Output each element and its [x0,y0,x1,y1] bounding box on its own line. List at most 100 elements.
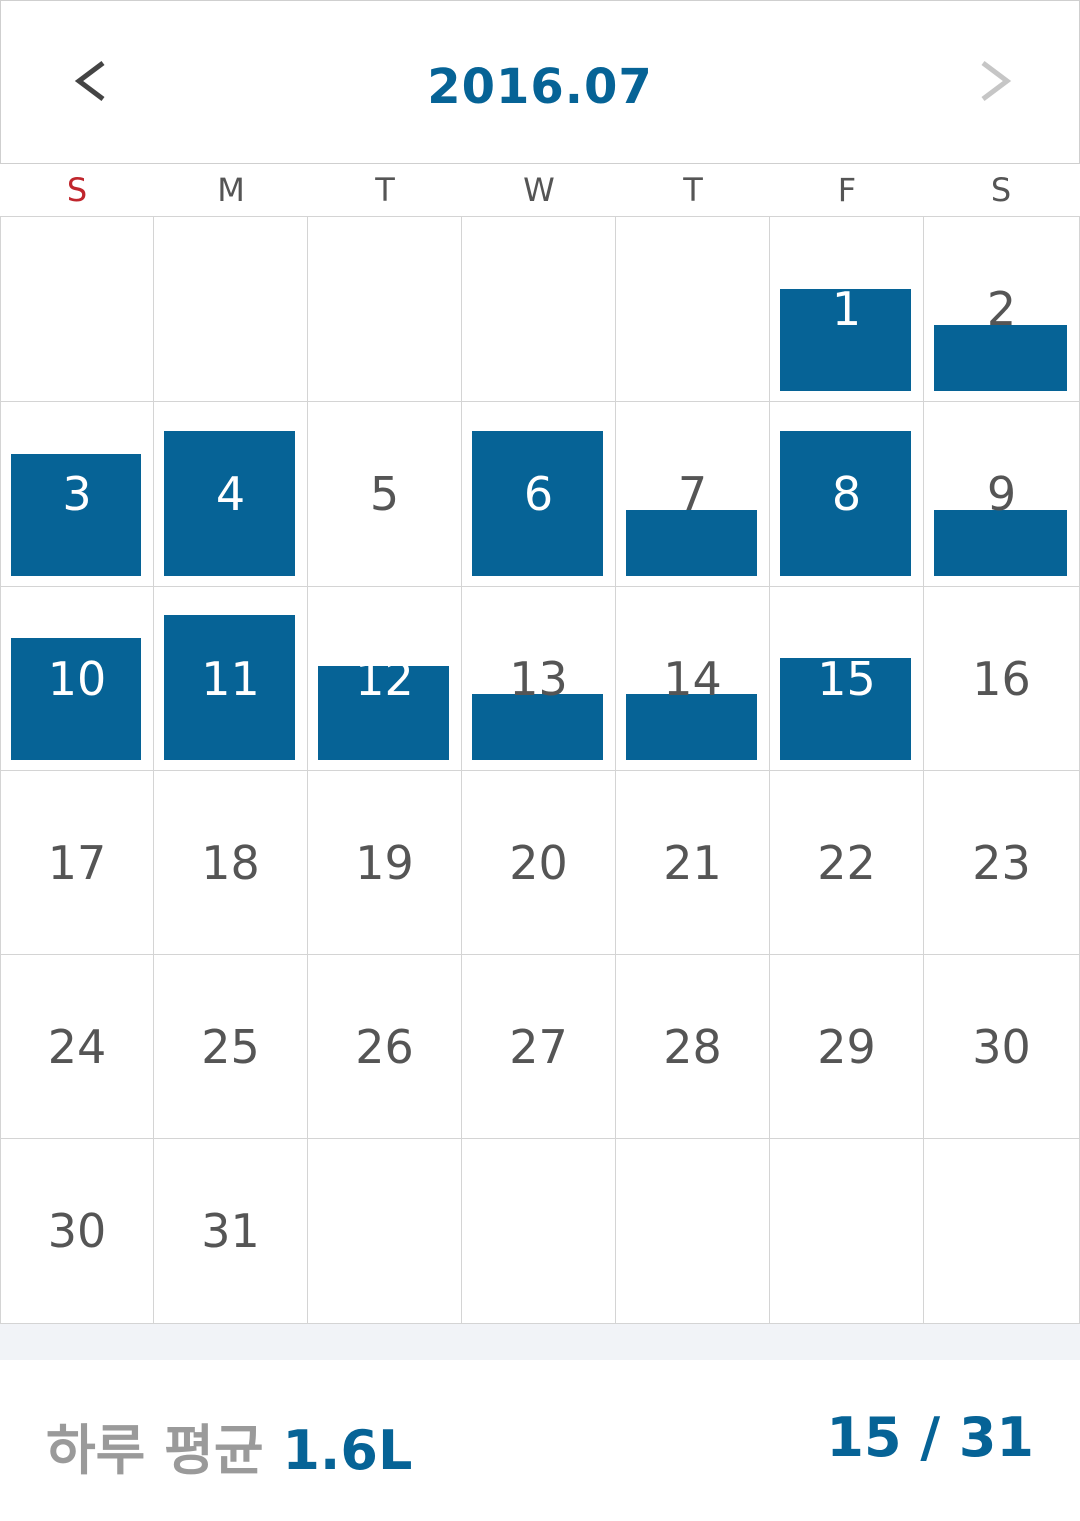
day-number: 2 [986,282,1017,336]
calendar-day-cell[interactable]: 24 [0,954,154,1138]
calendar-empty-cell [308,216,462,401]
intake-level-bar [472,431,603,576]
calendar-empty-cell [770,1138,924,1324]
day-number: 27 [509,1019,568,1074]
calendar-day-cell[interactable]: 26 [308,954,462,1138]
daily-average: 하루 평균 1.6L [46,1406,412,1485]
day-number: 26 [355,1019,414,1074]
calendar-day-cell[interactable]: 4 [154,401,308,586]
weekday-monday: M [217,171,245,209]
daily-average-label: 하루 평균 [46,1419,264,1482]
calendar-day-cell[interactable]: 5 [308,401,462,586]
day-number: 1 [831,282,862,336]
calendar-grid: 1 2 3 4 5 6 7 8 9 10 11 12 13 14 15 16 17 18 19 20 21 22 23 24 2… [0,216,1080,1324]
calendar-day-cell[interactable]: 10 [0,586,154,770]
calendar-day-cell[interactable]: 6 [462,401,616,586]
intake-level-bar [11,638,141,760]
day-number: 23 [972,835,1031,890]
prev-month-button[interactable] [51,41,131,121]
day-number: 5 [369,467,400,521]
day-number: 11 [201,651,260,706]
calendar-day-cell[interactable]: 22 [770,770,924,954]
intake-level-bar [934,510,1067,576]
intake-level-bar [780,658,911,760]
calendar-empty-cell [0,216,154,401]
calendar-day-cell[interactable]: 21 [616,770,770,954]
calendar-day-cell[interactable]: 23 [924,770,1080,954]
calendar-day-cell[interactable]: 8 [770,401,924,586]
calendar-empty-cell [462,1138,616,1324]
calendar-day-cell[interactable]: 30 [924,954,1080,1138]
day-number: 21 [663,835,722,890]
intake-level-bar [164,615,295,760]
calendar-day-cell[interactable]: 18 [154,770,308,954]
day-number: 7 [677,467,708,521]
weekday-wednesday: W [523,171,555,209]
calendar-day-cell[interactable]: 7 [616,401,770,586]
intake-level-bar [472,694,603,760]
day-number: 31 [201,1204,260,1258]
calendar-day-cell[interactable]: 9 [924,401,1080,586]
day-number: 25 [201,1019,260,1074]
daily-average-value: 1.6L [282,1419,413,1482]
day-number: 28 [663,1019,722,1074]
calendar-day-cell[interactable]: 2 [924,216,1080,401]
calendar-day-cell[interactable]: 13 [462,586,616,770]
summary-bar: 하루 평균 1.6L 15 / 31 [0,1360,1080,1521]
calendar-day-cell[interactable]: 12 [308,586,462,770]
weekday-tuesday: T [375,171,395,209]
intake-level-bar [626,694,757,760]
calendar-day-cell[interactable]: 20 [462,770,616,954]
calendar-day-cell[interactable]: 28 [616,954,770,1138]
calendar-day-cell[interactable]: 16 [924,586,1080,770]
calendar-day-cell[interactable]: 30 [0,1138,154,1324]
calendar-empty-cell [462,216,616,401]
days-progress: 15 / 31 [826,1406,1034,1469]
calendar-day-cell[interactable]: 29 [770,954,924,1138]
next-month-button[interactable] [955,41,1035,121]
day-number: 24 [47,1019,107,1074]
day-number: 8 [831,467,862,521]
day-number: 13 [509,651,568,706]
calendar-header: 2016.07 [0,0,1080,164]
day-number: 3 [62,467,92,521]
weekday-saturday: S [990,171,1012,209]
day-number: 30 [972,1019,1031,1074]
calendar-empty-cell [308,1138,462,1324]
day-number: 9 [986,467,1017,521]
calendar-day-cell[interactable]: 11 [154,586,308,770]
calendar-day-cell[interactable]: 17 [0,770,154,954]
intake-level-bar [934,325,1067,391]
calendar-day-cell[interactable]: 25 [154,954,308,1138]
weekday-friday: F [837,171,857,209]
chevron-right-icon [981,61,1012,101]
day-number: 29 [817,1019,876,1074]
calendar-day-cell[interactable]: 3 [0,401,154,586]
chevron-left-icon [74,61,105,101]
day-number: 14 [663,651,722,706]
weekday-sunday: S [66,171,88,209]
month-title: 2016.07 [427,59,653,115]
day-number: 18 [201,835,260,890]
calendar-day-cell[interactable]: 31 [154,1138,308,1324]
day-number: 20 [509,835,568,890]
weekday-header-row: S M T W T F S [0,164,1080,216]
day-number: 19 [355,835,414,890]
intake-level-bar [780,289,911,391]
day-number: 6 [523,467,554,521]
calendar-day-cell[interactable]: 14 [616,586,770,770]
calendar-day-cell[interactable]: 19 [308,770,462,954]
intake-level-bar [11,454,141,576]
calendar-day-cell[interactable]: 1 [770,216,924,401]
weekday-thursday: T [683,171,703,209]
day-number: 17 [47,835,107,890]
intake-level-bar [318,666,449,760]
intake-level-bar [780,431,911,576]
day-number: 16 [972,651,1031,706]
calendar-empty-cell [616,216,770,401]
section-divider [0,1324,1080,1360]
calendar-day-cell[interactable]: 27 [462,954,616,1138]
day-number: 22 [817,835,876,890]
calendar-empty-cell [154,216,308,401]
calendar-day-cell[interactable]: 15 [770,586,924,770]
